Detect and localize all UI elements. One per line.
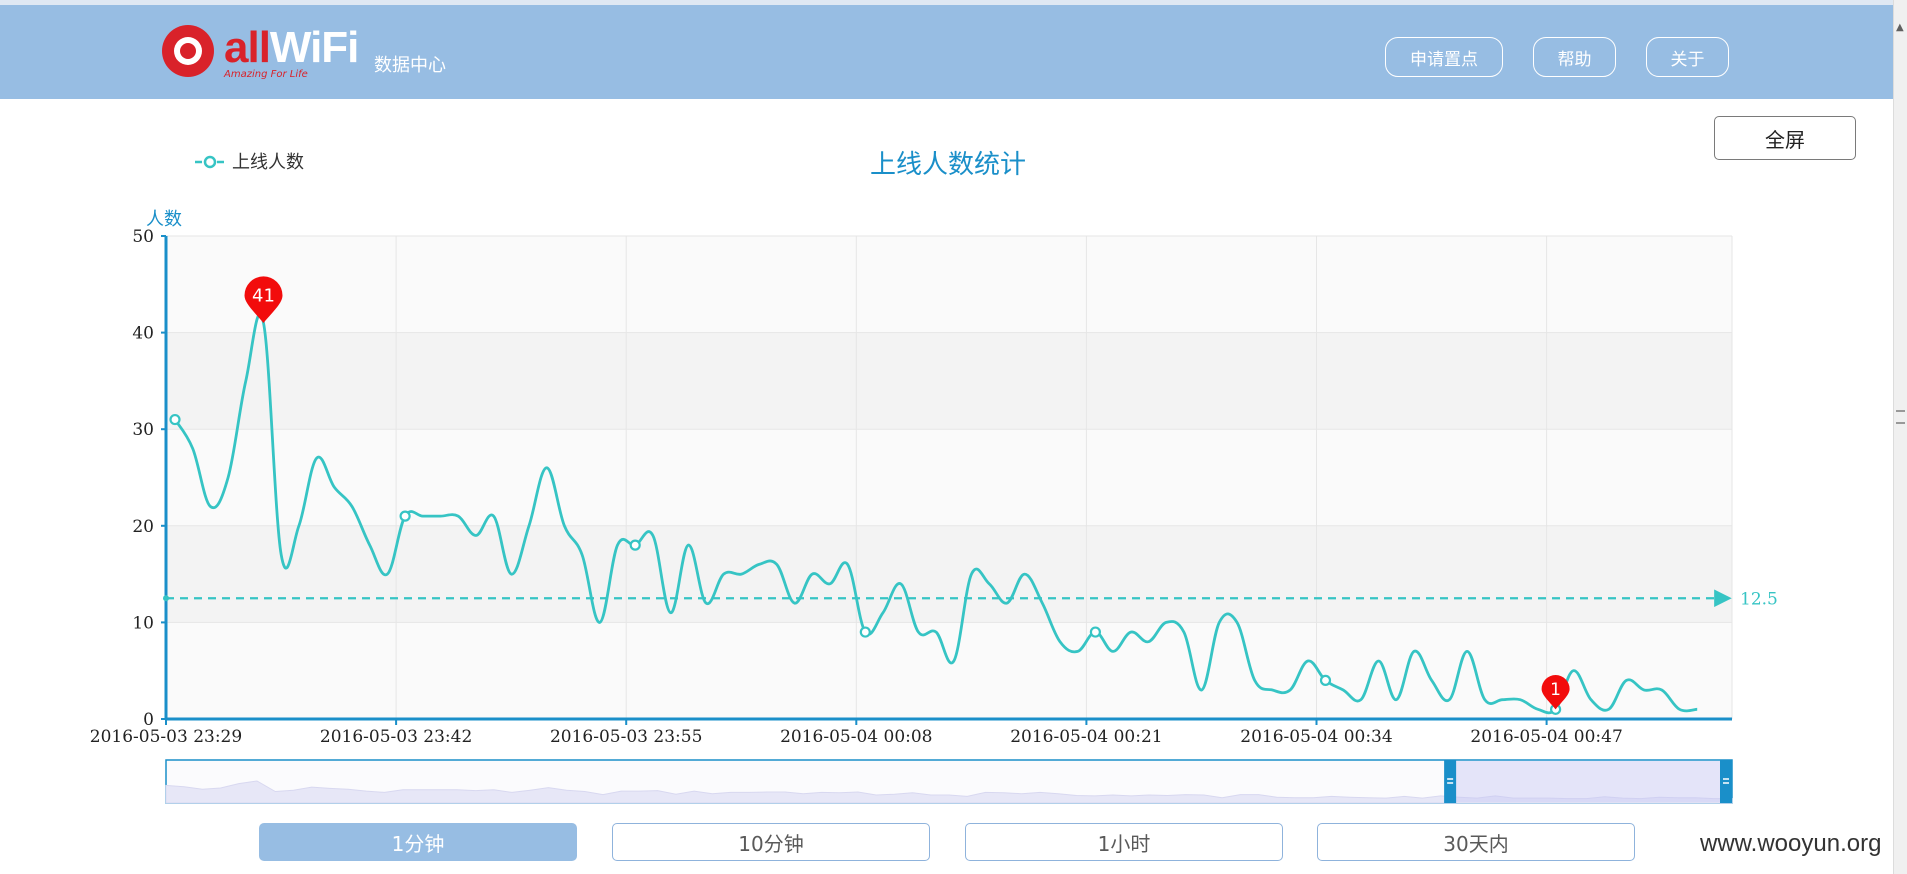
grid-band	[166, 332, 1732, 430]
mark-line-label: 12.5	[1740, 589, 1778, 609]
pin-marker-icon	[1541, 675, 1570, 710]
average-mark-line: 12.5	[163, 589, 1778, 609]
x-tick-label: 2016-05-03 23:42	[320, 727, 472, 747]
mark-points: 41 1	[244, 276, 1570, 710]
x-tick-label: 2016-05-04 00:47	[1470, 727, 1622, 747]
data-zoom-slider[interactable]	[165, 759, 1733, 804]
y-tick-label: 20	[132, 517, 154, 537]
y-axis-label: 人数	[146, 209, 182, 230]
mark-point-min[interactable]: 1	[1541, 675, 1570, 710]
brand-name: allWiFi	[224, 23, 359, 73]
brand-wifi: WiFi	[269, 23, 359, 72]
scroll-grip-icon[interactable]	[1896, 410, 1905, 424]
x-tick-label: 2016-05-04 00:08	[780, 727, 932, 747]
app-header: allWiFi Amazing For Life 数据中心 申请置点 帮助 关于	[0, 5, 1893, 99]
help-button[interactable]: 帮助	[1533, 37, 1616, 77]
x-tick-label: 2016-05-04 00:34	[1240, 727, 1392, 747]
legend[interactable]: 上线人数	[195, 152, 304, 173]
data-point-marker[interactable]	[169, 413, 181, 426]
y-tick-label: 50	[132, 227, 154, 247]
data-point-marker[interactable]	[859, 626, 871, 638]
mark-line-start	[163, 595, 169, 602]
page-scrollbar[interactable]: ▲	[1893, 0, 1907, 874]
y-tick-label: 40	[132, 324, 154, 344]
x-tick-label: 2016-05-03 23:55	[550, 727, 702, 747]
axis-ticks: 0 10 20 30 40 50 2016-05-03 23:29 2016-05-03 23…	[90, 227, 1623, 747]
zoom-start-handle[interactable]	[1444, 760, 1457, 803]
grid-bands	[166, 236, 1732, 719]
brand-tagline: Amazing For Life	[224, 69, 308, 80]
range-30days-button[interactable]: 30天内	[1317, 823, 1635, 861]
range-10min-button[interactable]: 10分钟	[612, 823, 930, 861]
zoom-preview-area	[165, 780, 1733, 804]
y-tick-label: 30	[132, 420, 154, 440]
pin-marker-icon	[244, 276, 283, 323]
chart-axes	[164, 236, 1732, 721]
about-button[interactable]: 关于	[1646, 37, 1729, 77]
legend-marker-icon	[203, 155, 217, 169]
allwifi-logo[interactable]: allWiFi Amazing For Life 数据中心	[162, 23, 462, 85]
data-point-marker[interactable]	[629, 539, 641, 551]
top-border	[0, 0, 1907, 5]
zoom-end-handle[interactable]	[1720, 760, 1732, 803]
range-1min-button[interactable]: 1分钟	[259, 823, 577, 861]
chart-title: 上线人数统计	[870, 150, 1026, 180]
range-1hour-button[interactable]: 1小时	[965, 823, 1283, 861]
data-point-marker[interactable]	[399, 510, 411, 522]
zoom-selected-range[interactable]	[1450, 761, 1732, 802]
scroll-up-icon[interactable]: ▲	[1896, 22, 1904, 33]
grid-band	[166, 622, 1732, 719]
apply-point-button[interactable]: 申请置点	[1385, 37, 1503, 77]
logo-dot	[180, 43, 196, 59]
legend-label: 上线人数	[232, 152, 304, 173]
grid-band	[166, 236, 1732, 333]
y-tick-label: 10	[132, 613, 154, 633]
fullscreen-button[interactable]: 全屏	[1714, 116, 1856, 160]
mark-point-max[interactable]: 41	[244, 276, 283, 323]
data-point-marker[interactable]	[1089, 626, 1102, 638]
mark-point-label: 41	[252, 285, 275, 306]
grid-band	[166, 429, 1732, 526]
x-tick-label: 2016-05-04 00:21	[1010, 727, 1162, 747]
mark-point-label: 1	[1550, 680, 1561, 700]
grid-lines	[165, 235, 1733, 720]
x-tick-label: 2016-05-03 23:29	[90, 727, 242, 747]
series-markers	[169, 413, 1562, 715]
y-tick-label: 0	[143, 710, 154, 730]
header-subtitle: 数据中心	[374, 55, 446, 76]
data-point-marker[interactable]	[1319, 674, 1332, 686]
grid-band	[166, 525, 1732, 623]
brand-all: all	[224, 23, 271, 72]
watermark: www.wooyun.org	[1700, 830, 1882, 857]
pin-logo-icon	[162, 25, 214, 77]
